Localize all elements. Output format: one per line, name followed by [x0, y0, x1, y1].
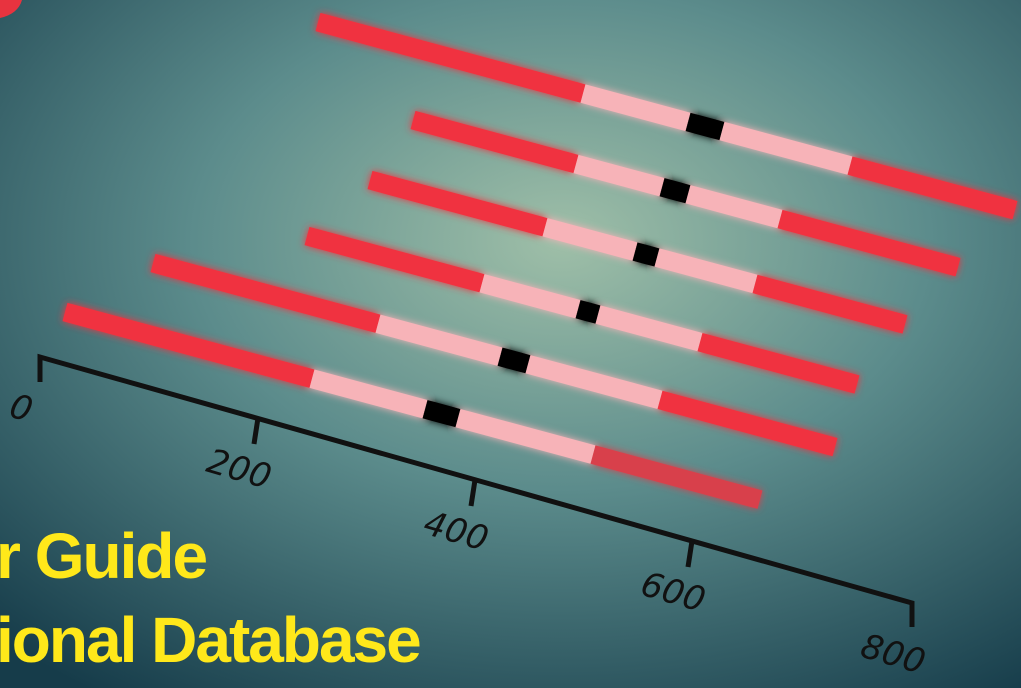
bar-segment: [688, 122, 722, 131]
cover: 0200400600800 r Guide ional Database: [0, 0, 1021, 688]
title-line-2: ional Database: [0, 604, 420, 676]
bar-segment: [662, 187, 688, 194]
page: 0200400600800 r Guide ional Database (()…: [0, 0, 1021, 688]
title-line-1: r Guide: [0, 520, 206, 592]
bar-segment: [500, 357, 528, 365]
bar-segment: [635, 252, 657, 258]
bar-segment: [578, 309, 598, 314]
bar-segment: [425, 409, 458, 418]
